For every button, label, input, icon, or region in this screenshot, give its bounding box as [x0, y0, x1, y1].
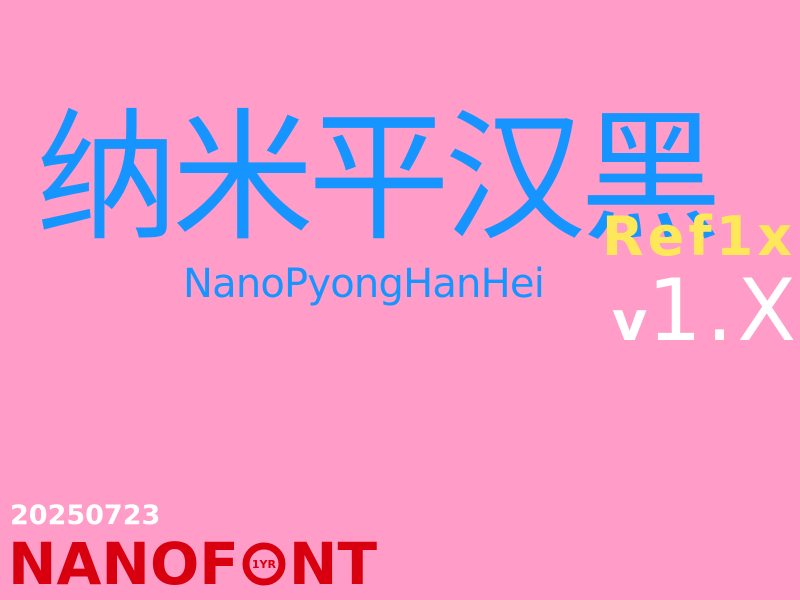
version-label: v1.X — [612, 268, 800, 354]
brand-suffix: NT — [288, 530, 378, 598]
anniversary-badge: 1YR — [251, 557, 276, 571]
anniversary-ring-icon: 1YR — [241, 541, 287, 587]
brand-logo: NANOF 1YR NT — [8, 532, 377, 596]
edition-tag: Ref1x — [602, 205, 797, 268]
version-number: 1.X — [647, 261, 800, 361]
font-title-cjk: 纳米平汉黑 — [36, 96, 722, 261]
release-date: 20250723 — [10, 500, 161, 531]
version-prefix: v — [612, 290, 648, 353]
font-title-latin: NanoPyongHanHei — [183, 261, 545, 307]
brand-prefix: NANOF — [8, 530, 239, 598]
